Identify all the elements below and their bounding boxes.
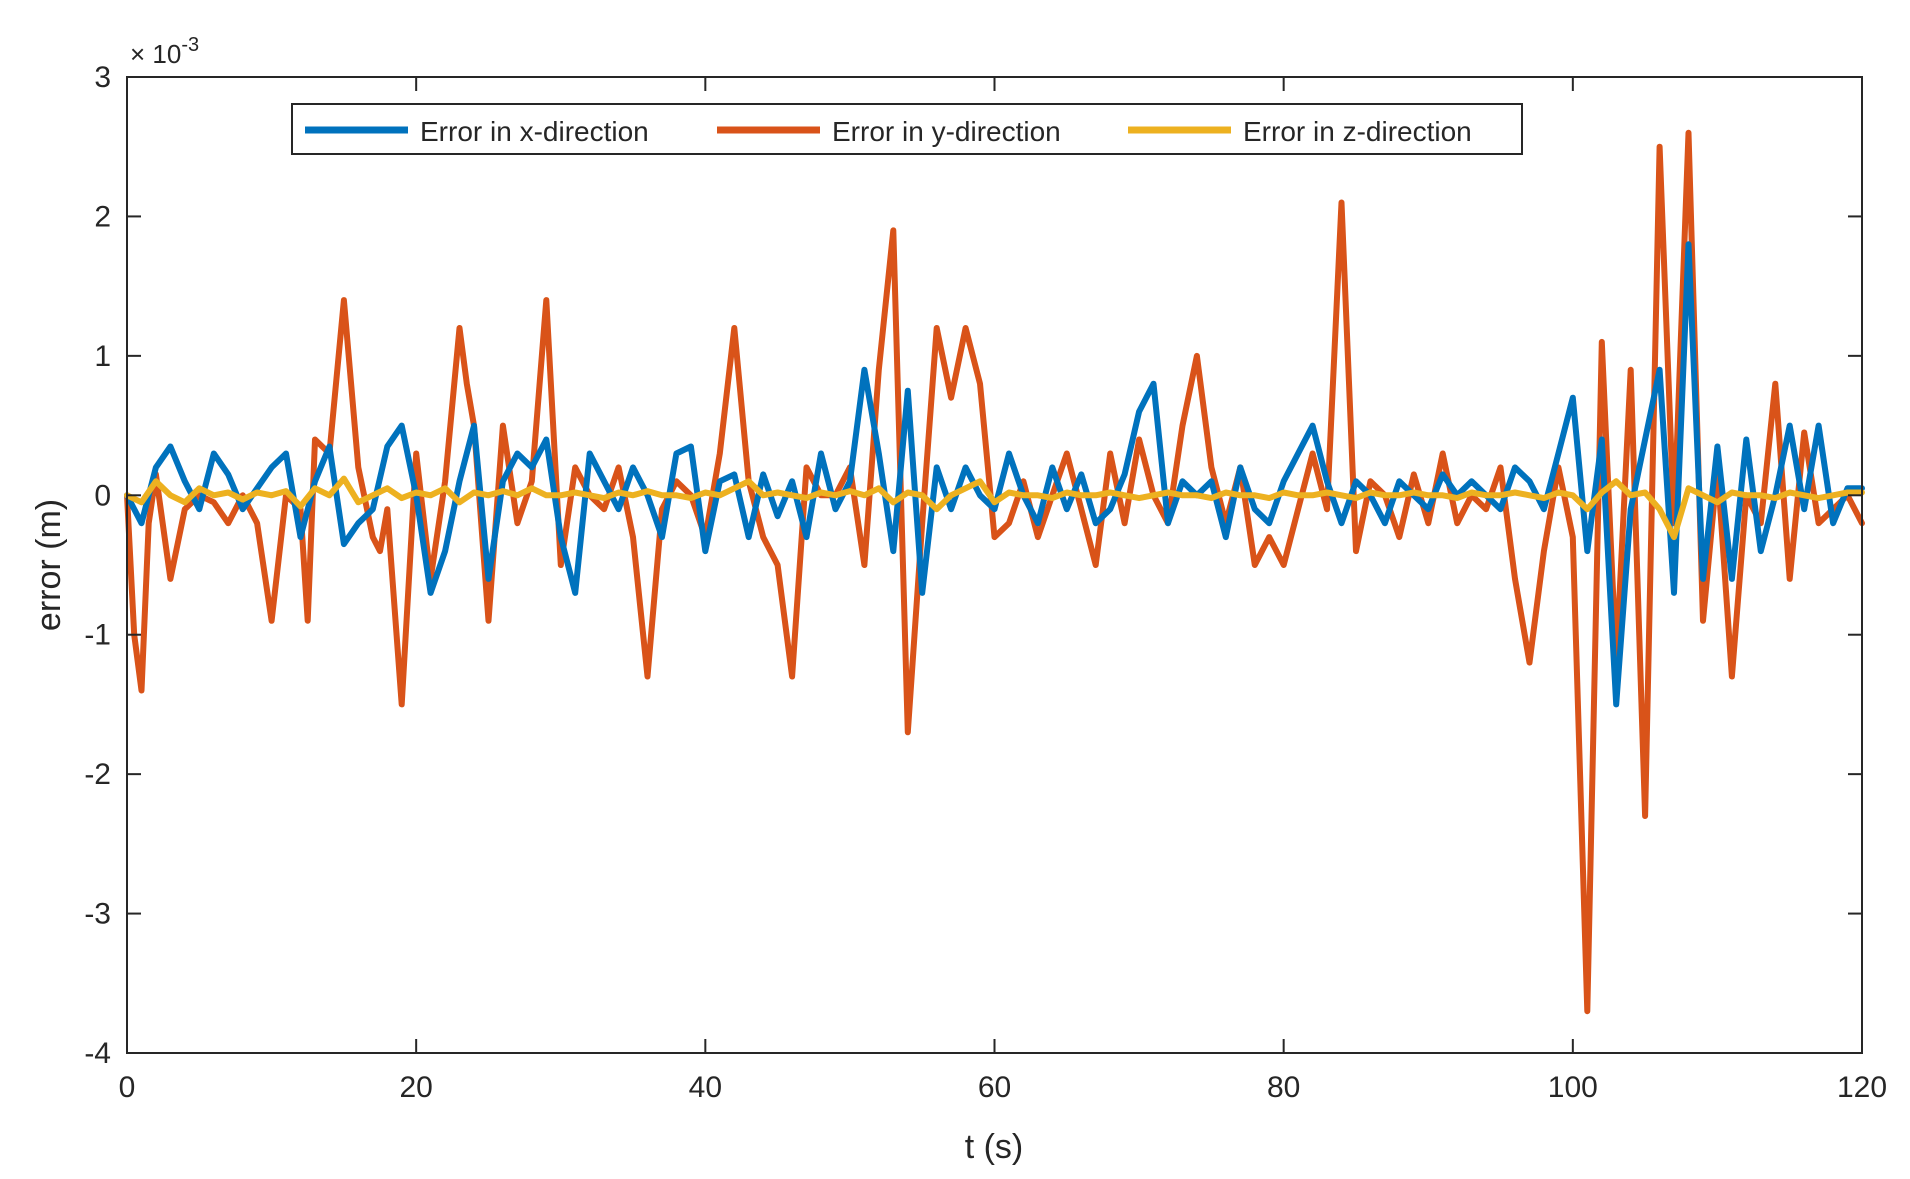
legend-box [291, 103, 1523, 155]
y-tick-label: -2 [84, 758, 111, 791]
legend: Error in x-direction Error in y-directio… [291, 103, 1523, 155]
tick-layer: 0 20 40 60 80 100 120 -4 -3 -2 -1 0 1 2 3 [84, 61, 1887, 1104]
y-tick-label: 1 [94, 340, 111, 373]
legend-label-y: Error in y-direction [832, 116, 1061, 147]
series-line-z [124, 475, 1865, 541]
y-tick-label: 2 [94, 200, 111, 233]
x-tick-label: 0 [119, 1071, 136, 1104]
y-tick-label: 3 [94, 61, 111, 94]
y-tick-label: 0 [94, 479, 111, 512]
y-tick-label: -1 [84, 619, 111, 652]
x-tick-label: 40 [689, 1071, 722, 1104]
y-axis-label: error (m) [30, 499, 68, 631]
x-axis-label: t (s) [965, 1128, 1024, 1166]
legend-label-x: Error in x-direction [420, 116, 649, 147]
y-tick-label: -3 [84, 898, 111, 931]
plot-background [127, 77, 1862, 1053]
x-tick-label: 60 [978, 1071, 1011, 1104]
series-layer [124, 129, 1865, 1015]
x-tick-label: 100 [1548, 1071, 1598, 1104]
x-tick-label: 80 [1267, 1071, 1300, 1104]
legend-label-z: Error in z-direction [1243, 116, 1472, 147]
y-exponent-label: × 10-3 [130, 34, 199, 69]
x-tick-label: 20 [399, 1071, 432, 1104]
x-tick-label: 120 [1837, 1071, 1887, 1104]
y-tick-label: -4 [84, 1037, 111, 1070]
series-line-y [124, 129, 1865, 1015]
